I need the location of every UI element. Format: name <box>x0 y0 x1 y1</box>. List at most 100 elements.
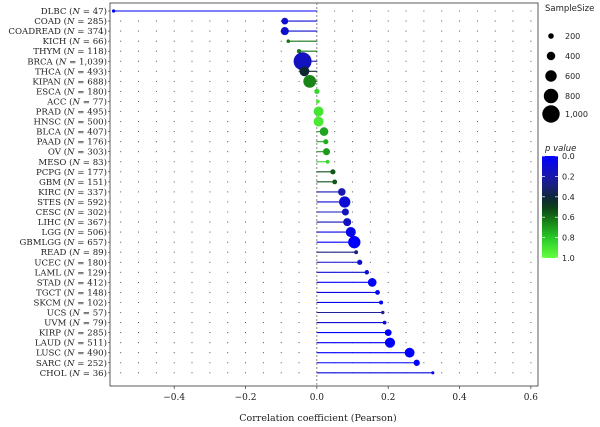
grid-dot <box>173 30 175 32</box>
grid-dot <box>441 241 443 243</box>
grid-dot <box>209 110 211 113</box>
grid-dot <box>512 131 514 133</box>
grid-dot <box>244 281 247 283</box>
row-label: BLCA (N = 407) <box>36 127 107 138</box>
grid-dot <box>173 251 175 253</box>
grid-dot <box>120 362 122 364</box>
dot <box>384 337 396 348</box>
grid-dot <box>137 161 140 163</box>
grid-dot <box>423 10 425 12</box>
grid-dot <box>209 352 211 354</box>
grid-dot <box>244 301 247 304</box>
grid-dot <box>530 191 532 193</box>
grid-dot <box>458 352 461 354</box>
grid-dot <box>262 332 264 334</box>
grid-dot <box>155 231 157 233</box>
grid-dot <box>405 40 407 42</box>
grid-dot <box>209 291 211 293</box>
grid-dot <box>351 60 354 62</box>
grid-dot <box>387 231 389 233</box>
grid-dot <box>494 281 496 283</box>
grid-dot <box>405 261 407 263</box>
grid-dot <box>369 141 371 143</box>
grid-dot <box>209 251 211 253</box>
grid-dot <box>191 100 193 103</box>
grid-dot <box>387 90 389 92</box>
grid-dot <box>476 211 478 213</box>
grid-dot <box>405 50 407 52</box>
grid-dot <box>458 301 461 304</box>
grid-dot <box>494 332 496 334</box>
grid-dot <box>405 221 407 223</box>
grid-dot <box>512 342 514 344</box>
grid-dot <box>530 20 532 22</box>
grid-dot <box>227 171 229 173</box>
grid-dot <box>476 241 478 243</box>
grid-dot <box>191 161 193 163</box>
grid-dot <box>512 40 514 42</box>
grid-dot <box>423 100 425 103</box>
grid-dot <box>298 311 300 314</box>
grid-dot <box>209 60 211 62</box>
grid-dot <box>227 50 229 52</box>
grid-dot <box>262 191 264 193</box>
grid-dot <box>262 30 264 32</box>
row-label: KIPAN (N = 688) <box>32 76 107 87</box>
grid-dot <box>280 201 282 203</box>
grid-dot <box>244 271 247 273</box>
grid-dot <box>369 121 371 123</box>
grid-dot <box>244 322 247 324</box>
grid-dot <box>512 50 514 52</box>
grid-dot <box>191 241 193 243</box>
grid-dot <box>173 211 175 213</box>
grid-dot <box>494 10 496 12</box>
grid-dot <box>173 151 175 153</box>
grid-dot <box>369 131 371 133</box>
grid-dot <box>155 80 157 82</box>
row-label: KIRP (N = 285) <box>39 328 107 339</box>
legend-color-label: 0.8 <box>562 234 575 243</box>
grid-dot <box>387 70 389 72</box>
grid-dot <box>191 80 193 82</box>
grid-dot <box>351 151 354 153</box>
grid-dot <box>298 121 300 123</box>
grid-dot <box>209 311 211 314</box>
grid-dot <box>405 231 407 233</box>
grid-dot <box>298 100 300 103</box>
grid-dot <box>441 342 443 344</box>
grid-dot <box>280 332 282 334</box>
grid-dot <box>494 352 496 354</box>
grid-dot <box>512 181 514 183</box>
grid-dot <box>441 261 443 263</box>
grid-dot <box>209 362 211 364</box>
grid-dot <box>262 121 264 123</box>
grid-dot <box>209 231 211 233</box>
grid-dot <box>476 372 478 374</box>
grid-dot <box>280 121 282 123</box>
grid-dot <box>369 20 371 22</box>
grid-dot <box>351 161 354 163</box>
grid-dot <box>137 231 140 233</box>
grid-dot <box>173 100 175 103</box>
grid-dot <box>120 161 122 163</box>
grid-dot <box>369 181 371 183</box>
row-label: GBMLGG (N = 657) <box>20 237 107 248</box>
grid-dot <box>387 30 389 32</box>
grid-dot <box>423 342 425 344</box>
grid-dot <box>494 201 496 203</box>
grid-dot <box>369 271 371 273</box>
grid-dot <box>173 261 175 263</box>
grid-dot <box>441 191 443 193</box>
legend-color-label: 0.6 <box>562 213 575 222</box>
grid-dot <box>280 171 282 173</box>
dot <box>319 127 329 136</box>
grid-dot <box>441 80 443 82</box>
grid-dot <box>351 171 354 173</box>
grid-dot <box>209 131 211 133</box>
x-axis: −0.4 −0.2 0.0 0.2 0.4 0.6 <box>109 2 539 403</box>
grid-dot <box>334 50 336 52</box>
grid-dot <box>191 301 193 304</box>
grid-dot <box>458 141 461 143</box>
legend-color-bar <box>542 156 558 258</box>
x-tick-label: 0.4 <box>452 393 467 403</box>
